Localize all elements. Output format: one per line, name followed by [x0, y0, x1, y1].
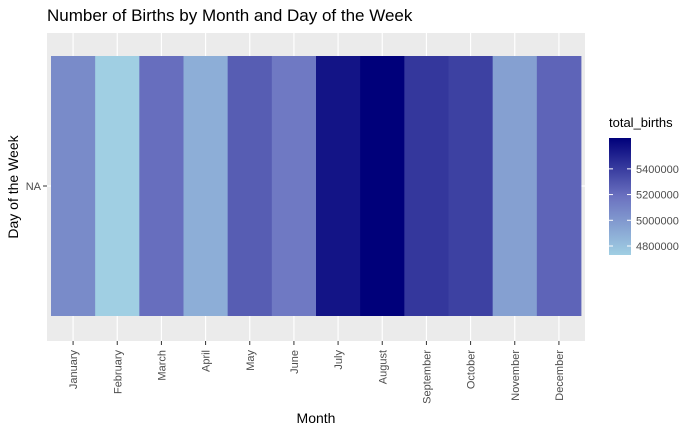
x-tick-label-october: October [466, 350, 478, 389]
legend-tick-label: 5000000 [636, 215, 679, 227]
heatmap-tile-june [271, 56, 317, 316]
legend-colorbar [609, 138, 631, 255]
x-tick-label-january: January [68, 350, 80, 390]
y-tick-label: NA [26, 181, 42, 193]
heatmap-tile-november [492, 56, 538, 316]
heatmap-tile-may [227, 56, 273, 316]
heatmap-tile-april [183, 56, 229, 316]
x-axis-ticks: January February March April May June July Augu… [68, 341, 566, 404]
x-tick-label-december: December [554, 350, 566, 401]
heatmap-tile-october [448, 56, 494, 316]
x-tick-label-september: September [421, 350, 433, 404]
x-tick-label-may: May [245, 350, 257, 371]
legend-tick-label: 4800000 [636, 241, 679, 253]
y-axis-title: Day of the Week [5, 134, 21, 238]
x-tick-label-november: November [510, 350, 522, 401]
chart-title: Number of Births by Month and Day of the… [47, 6, 413, 25]
x-axis-title: Month [297, 410, 336, 426]
x-tick-label-august: August [377, 350, 389, 384]
heatmap-tile-august [360, 56, 405, 316]
y-axis-ticks: NA [26, 181, 47, 193]
legend-title: total_births [609, 115, 673, 130]
heatmap-tiles [51, 56, 582, 316]
legend-ticks: 4800000 5000000 5200000 5400000 [609, 164, 679, 253]
x-tick-label-march: March [156, 350, 168, 381]
heatmap-tile-march [139, 56, 184, 316]
x-tick-label-february: February [112, 350, 124, 395]
color-legend: total_births 4800000 5000000 5200000 540000… [609, 115, 679, 255]
x-tick-label-june: June [289, 350, 301, 374]
heatmap-tile-january [51, 56, 96, 316]
heatmap-tile-july [316, 56, 361, 316]
legend-tick-label: 5200000 [636, 190, 679, 202]
x-tick-label-july: July [333, 350, 345, 370]
legend-tick-label: 5400000 [636, 164, 679, 176]
heatmap-tile-december [536, 56, 582, 316]
x-tick-label-april: April [201, 350, 213, 372]
heatmap-tile-september [404, 56, 449, 316]
heatmap-tile-february [95, 56, 140, 316]
